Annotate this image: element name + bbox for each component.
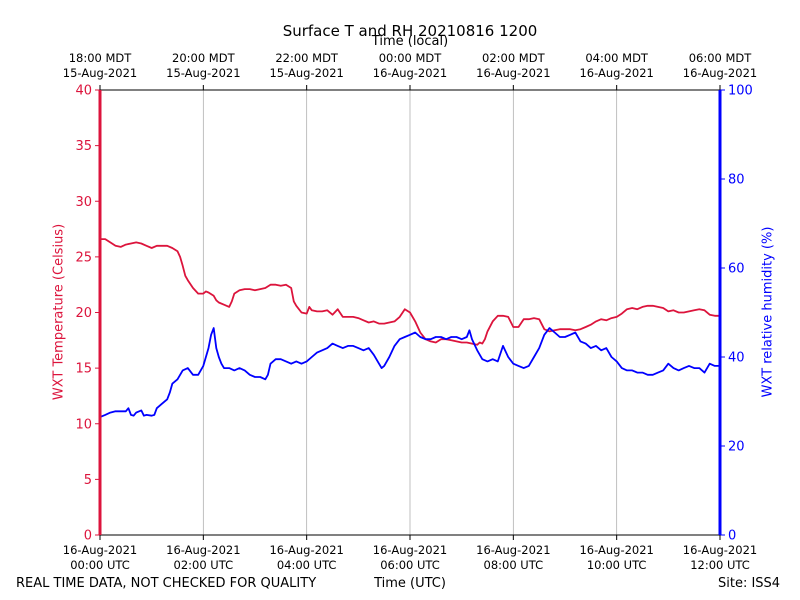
left-y-tick-label: 10 <box>75 417 92 432</box>
bottom-x-tick-date: 16-Aug-2021 <box>373 543 447 557</box>
left-y-tick-label: 25 <box>75 250 92 265</box>
temperature-line <box>100 238 720 346</box>
top-x-tick-time: 00:00 MDT <box>379 51 443 65</box>
bottom-x-tick-time: 02:00 UTC <box>174 558 234 572</box>
top-x-tick-time: 20:00 MDT <box>172 51 236 65</box>
left-y-tick-label: 15 <box>75 362 92 377</box>
right-y-tick-label: 80 <box>728 173 745 188</box>
top-x-tick-date: 15-Aug-2021 <box>166 66 240 80</box>
site-label: Site: ISS4 <box>718 576 781 591</box>
bottom-x-tick-date: 16-Aug-2021 <box>63 543 137 557</box>
bottom-x-tick-time: 12:00 UTC <box>690 558 750 572</box>
left-y-tick-label: 35 <box>75 139 92 154</box>
top-x-tick-date: 16-Aug-2021 <box>579 66 653 80</box>
top-x-tick-time: 18:00 MDT <box>69 51 133 65</box>
left-y-tick-label: 40 <box>75 84 92 99</box>
top-x-tick-time: 06:00 MDT <box>689 51 753 65</box>
right-y-tick-label: 0 <box>728 529 736 544</box>
quality-disclaimer: REAL TIME DATA, NOT CHECKED FOR QUALITY <box>16 576 317 591</box>
top-x-tick-date: 15-Aug-2021 <box>63 66 137 80</box>
bottom-x-tick-date: 16-Aug-2021 <box>166 543 240 557</box>
right-y-tick-label: 20 <box>728 440 745 455</box>
bottom-x-tick-date: 16-Aug-2021 <box>579 543 653 557</box>
left-y-tick-label: 0 <box>84 529 92 544</box>
top-x-tick-time: 02:00 MDT <box>482 51 546 65</box>
bottom-x-tick-time: 10:00 UTC <box>587 558 647 572</box>
right-y-tick-label: 40 <box>728 351 745 366</box>
top-x-tick-date: 15-Aug-2021 <box>269 66 343 80</box>
left-y-tick-label: 5 <box>84 473 92 488</box>
chart-title: Surface T and RH 20210816 1200 <box>282 22 538 40</box>
bottom-x-axis-label: Time (UTC) <box>374 576 446 591</box>
bottom-x-tick-date: 16-Aug-2021 <box>476 543 550 557</box>
right-y-tick-label: 100 <box>728 84 753 99</box>
left-y-tick-label: 30 <box>75 195 92 210</box>
top-x-tick-date: 16-Aug-2021 <box>476 66 550 80</box>
bottom-x-tick-time: 04:00 UTC <box>277 558 337 572</box>
humidity-line <box>100 327 720 418</box>
left-y-tick-label: 20 <box>75 306 92 321</box>
series-group <box>100 238 720 418</box>
top-x-tick-time: 22:00 MDT <box>275 51 339 65</box>
bottom-x-tick-date: 16-Aug-2021 <box>683 543 757 557</box>
bottom-x-tick-time: 00:00 UTC <box>70 558 130 572</box>
right-y-tick-label: 60 <box>728 262 745 277</box>
bottom-x-tick-time: 06:00 UTC <box>380 558 440 572</box>
bottom-x-tick-date: 16-Aug-2021 <box>269 543 343 557</box>
top-x-axis-label: Time (local) <box>371 34 449 49</box>
top-x-tick-date: 16-Aug-2021 <box>683 66 757 80</box>
top-x-tick-time: 04:00 MDT <box>585 51 649 65</box>
bottom-x-tick-time: 08:00 UTC <box>484 558 544 572</box>
top-x-tick-date: 16-Aug-2021 <box>373 66 447 80</box>
